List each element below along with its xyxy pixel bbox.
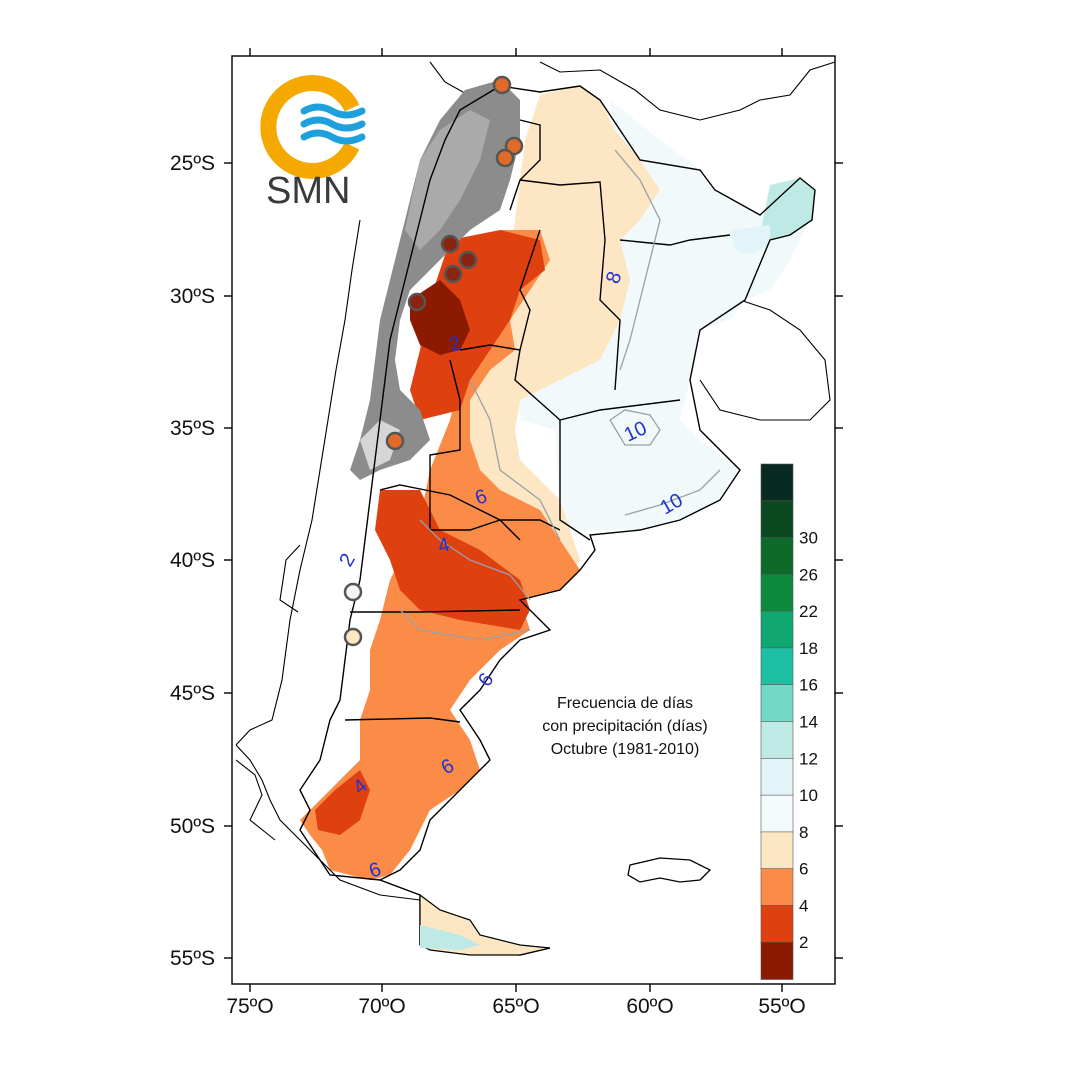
legend-colorbar	[760, 463, 794, 980]
legend-label: 12	[799, 749, 818, 768]
lon-tick-label: 70ºO	[358, 995, 405, 1018]
map-title-line-2: con precipitación (días)	[542, 718, 707, 735]
legend-label: 2	[799, 933, 808, 952]
legend-swatch	[760, 500, 794, 539]
legend-swatch	[760, 757, 794, 796]
legend-swatch	[760, 831, 794, 870]
legend-label: 18	[799, 639, 818, 658]
legend-swatch	[760, 721, 794, 760]
lat-tick-label: 55ºS	[170, 947, 215, 970]
lat-tick-label: 25ºS	[170, 152, 215, 175]
legend-swatch	[760, 537, 794, 576]
legend-swatch	[760, 905, 794, 944]
logo-ring-icon	[260, 75, 360, 179]
station-marker	[343, 582, 363, 602]
legend-swatch	[760, 941, 794, 980]
lon-tick-label: 55ºO	[758, 995, 805, 1018]
logo-text: SMN	[266, 170, 350, 212]
map-title-line-1: Frecuencia de días	[557, 695, 693, 712]
station-marker	[495, 148, 515, 168]
legend-label: 30	[799, 529, 818, 548]
lon-tick-label: 60ºO	[626, 995, 673, 1018]
legend-label: 26	[799, 565, 818, 584]
legend-label: 8	[799, 823, 808, 842]
legend-swatch	[760, 868, 794, 907]
lon-tick-label: 75ºO	[226, 995, 273, 1018]
legend-swatch	[760, 647, 794, 686]
chile-coast	[235, 744, 421, 901]
andes-terrain-light	[405, 110, 490, 250]
contour-lines	[399, 149, 721, 641]
map-title-line-3: Octubre (1981-2010)	[551, 741, 700, 758]
legend-swatch	[760, 574, 794, 613]
legend-label: 4	[799, 896, 808, 915]
lat-tick-label: 50ºS	[170, 815, 215, 838]
lat-tick-label: 40ºS	[170, 549, 215, 572]
station-marker	[458, 250, 478, 270]
region-dark-orange-west	[410, 230, 545, 420]
region-ne-teal	[762, 178, 815, 240]
legend-label: 22	[799, 602, 818, 621]
legend-labels: 2 4 6 8 10 12 14 16 18 22 26 30	[799, 529, 818, 953]
station-markers	[343, 75, 524, 647]
station-marker	[443, 264, 463, 284]
tierra-del-fuego-teal	[420, 925, 480, 950]
station-marker	[504, 136, 524, 156]
lon-tick-label: 65ºO	[492, 995, 539, 1018]
legend-label: 14	[799, 713, 818, 732]
andes-terrain-lightest	[360, 420, 400, 470]
lat-tick-label: 30ºS	[170, 285, 215, 308]
axis-ticks	[224, 48, 843, 992]
legend-label: 10	[799, 786, 818, 805]
legend-label: 6	[799, 860, 808, 879]
legend-swatch	[760, 610, 794, 649]
smn-logo: SMN	[260, 75, 366, 212]
province-borders	[299, 85, 816, 956]
andes-terrain	[350, 80, 520, 480]
station-marker	[492, 75, 512, 95]
station-marker	[385, 431, 405, 451]
lat-tick-label: 35ºS	[170, 417, 215, 440]
legend-swatch	[760, 794, 794, 833]
region-dark-orange-patagonia-s	[315, 770, 370, 835]
station-marker	[440, 234, 460, 254]
station-marker	[407, 292, 427, 312]
logo-waves-icon	[300, 103, 366, 145]
station-marker	[343, 627, 363, 647]
region-ne-10-12	[515, 100, 810, 530]
region-dark-orange-patagonia-n	[375, 490, 530, 630]
malvinas-islands	[627, 857, 712, 883]
legend-swatch	[760, 463, 794, 502]
legend-label: 16	[799, 676, 818, 695]
contour-label-4-a: 4	[436, 534, 452, 558]
region-ne-light-teal	[730, 225, 770, 255]
legend-swatch	[760, 684, 794, 723]
lat-tick-label: 45ºS	[170, 682, 215, 705]
